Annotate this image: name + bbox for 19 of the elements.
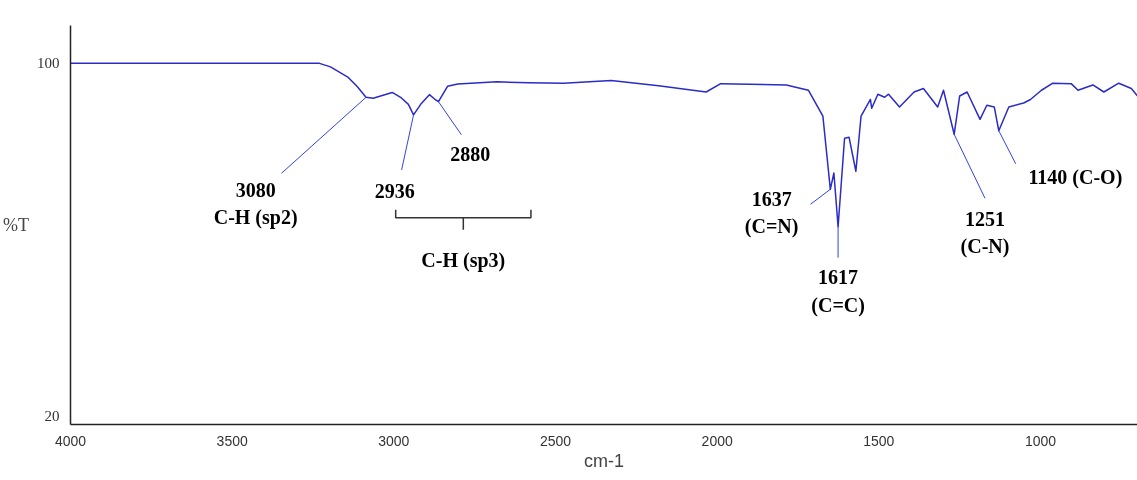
annotation: 1140 (C-O) — [1028, 165, 1123, 189]
annotation: 2936 — [374, 179, 415, 202]
annotation: 1617 (C=C) — [811, 266, 865, 317]
x-tick-label: 2000 — [701, 432, 733, 449]
annotation: 1637 (C=N) — [744, 187, 799, 239]
annotation: 1251 (C-N) — [960, 207, 1010, 259]
y-axis-title: %T — [3, 215, 30, 235]
x-axis-title: cm-1 — [584, 450, 624, 471]
x-tick-label: 2500 — [539, 432, 572, 449]
x-tick-label: 3500 — [216, 432, 248, 449]
annotation: 2880 — [450, 142, 491, 165]
annotation: 3080 C-H (sp2) — [213, 178, 298, 230]
x-tick-label: 3000 — [378, 432, 410, 449]
x-tick-label: 4000 — [54, 432, 87, 449]
x-tick-label: 1000 — [1024, 432, 1057, 449]
y-tick-label: 20 — [44, 407, 60, 424]
annotation: C-H (sp3) — [421, 248, 506, 272]
y-tick-label: 100 — [37, 55, 60, 72]
x-tick-label: 1500 — [863, 432, 895, 449]
